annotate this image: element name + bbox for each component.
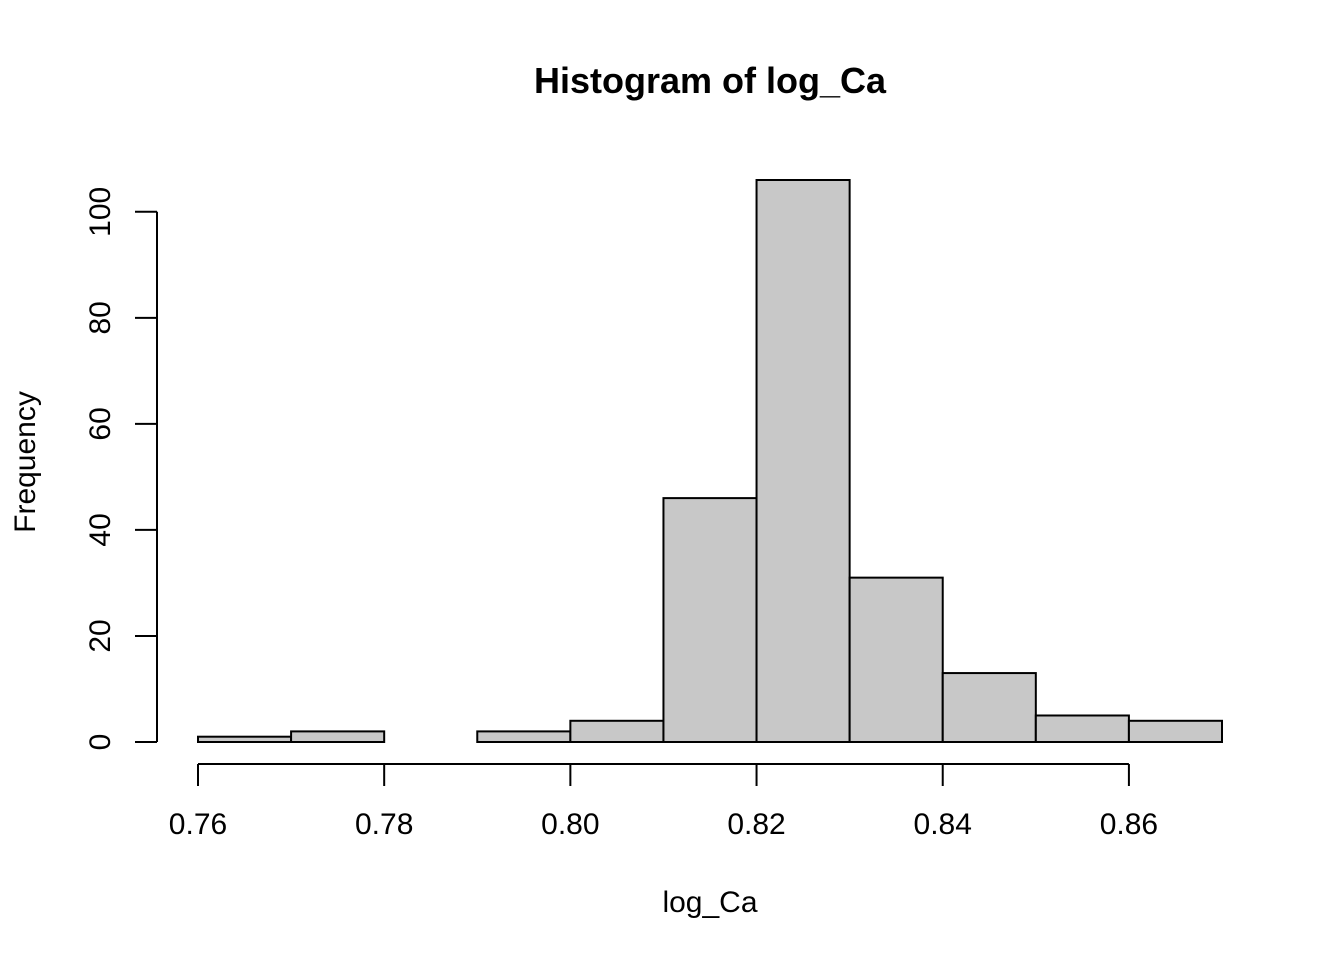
y-tick-label: 20 xyxy=(84,619,117,652)
histogram-bar xyxy=(755,179,851,743)
histogram-bar xyxy=(476,730,572,744)
histogram-bar xyxy=(197,735,293,744)
histogram-bar xyxy=(941,672,1037,744)
y-tick-label: 100 xyxy=(84,187,117,237)
y-tick-label: 60 xyxy=(84,407,117,440)
x-tick-label: 0.86 xyxy=(1100,808,1158,841)
histogram-bar xyxy=(1127,719,1223,744)
histogram-bar xyxy=(290,730,386,744)
histogram-bar xyxy=(848,576,944,743)
chart-title: Histogram of log_Ca xyxy=(534,60,887,101)
y-tick-label: 40 xyxy=(84,513,117,546)
x-tick-label: 0.80 xyxy=(541,808,599,841)
histogram-bar xyxy=(569,719,665,744)
histogram-bar xyxy=(662,497,758,744)
x-tick-label: 0.78 xyxy=(355,808,413,841)
y-tick-label: 0 xyxy=(84,734,117,751)
y-axis-title: Frequency xyxy=(9,391,42,533)
y-tick-label: 80 xyxy=(84,301,117,334)
y-axis: 0 20 40 60 80 100 xyxy=(84,187,158,751)
x-axis: 0.76 0.78 0.80 0.82 0.84 0.86 xyxy=(169,763,1158,841)
x-tick-label: 0.84 xyxy=(914,808,972,841)
x-tick-label: 0.82 xyxy=(727,808,785,841)
x-axis-title: log_Ca xyxy=(662,886,757,919)
bars-group xyxy=(197,179,1223,744)
histogram-bar xyxy=(1034,714,1130,743)
x-tick-label: 0.76 xyxy=(169,808,227,841)
